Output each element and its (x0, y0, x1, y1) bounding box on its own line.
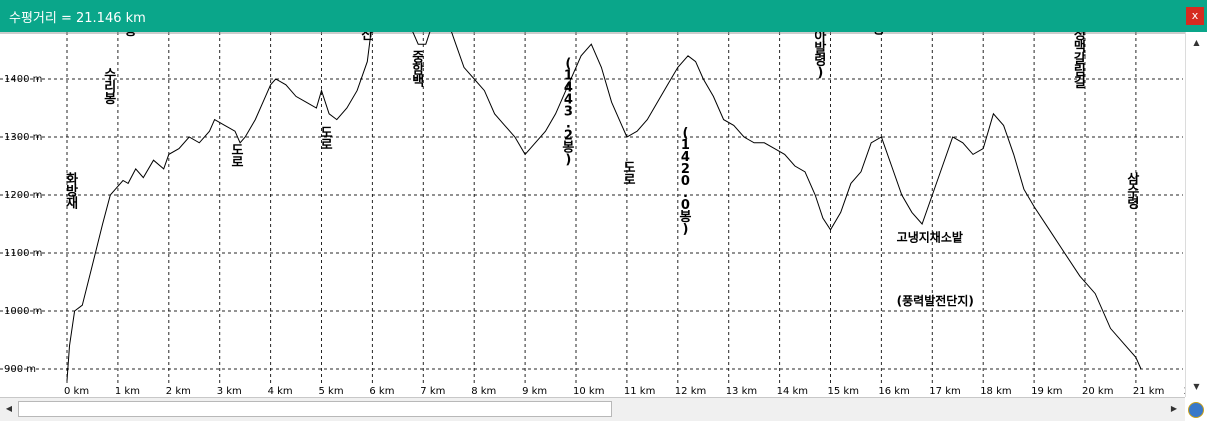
x-tick-label: 10 km (573, 386, 604, 397)
peak-label: 함백산 (361, 32, 373, 43)
y-tick-label: 1100 m (4, 248, 42, 259)
x-tick-label: 4 km (268, 386, 293, 397)
scroll-left-arrow-icon[interactable]: ◀ (5, 404, 13, 413)
x-tick-label: 5 km (319, 386, 344, 397)
peak-annotations: 화방재수리봉1215.7봉1304.6봉만항재(늦목재)도로창옥봉함백산기원단도… (66, 32, 1139, 237)
x-tick-label: 6 km (369, 386, 394, 397)
globe-icon[interactable] (1188, 402, 1204, 418)
x-tick-label: 2 km (166, 386, 191, 397)
peak-label: 비단봉 (873, 32, 885, 37)
profile-series (66, 32, 1142, 381)
x-tick-label: 0 km (64, 386, 89, 397)
peak-label: (1 4 4 3. 2 봉) (562, 56, 574, 167)
side-note: 고냉지채소밭 (897, 229, 963, 244)
scroll-right-arrow-icon[interactable]: ▶ (1170, 404, 1178, 413)
y-tick-label: 1400 m (4, 74, 42, 85)
x-tick-label: 20 km (1082, 386, 1113, 397)
x-tick-label: 11 km (624, 386, 655, 397)
x-tick-label: 9 km (522, 386, 547, 397)
x-tick-label: 12 km (675, 386, 706, 397)
x-tick-label: 18 km (980, 386, 1011, 397)
x-tick-label: 14 km (777, 386, 808, 397)
y-tick-label: 1300 m (4, 132, 42, 143)
profile-line (66, 32, 1142, 381)
scroll-down-arrow-icon[interactable]: ▼ (1193, 382, 1200, 391)
title-bar[interactable]: 수평거리 = 21.146 km x (0, 0, 1207, 32)
peak-label: 낙동정맥갈림길 (1074, 32, 1086, 91)
x-tick-label: 17 km (929, 386, 960, 397)
y-tick-label: 900 m (4, 364, 36, 375)
close-button[interactable]: x (1186, 7, 1204, 25)
x-tick-label: 15 km (828, 386, 859, 397)
x-tick-label: 22 (1184, 386, 1185, 397)
scroll-thumb[interactable] (18, 401, 612, 417)
x-tick-label: 21 km (1133, 386, 1164, 397)
x-tick-label: 1 km (115, 386, 140, 397)
peak-label: (1 4 2 0. 0 봉) (679, 126, 691, 237)
peak-label: 창죽령(수아발령) (814, 32, 826, 80)
peak-label: 1256.0봉 (786, 32, 798, 33)
x-tick-label: 7 km (420, 386, 445, 397)
vertical-scrollbar[interactable]: ▲ ▼ (1185, 32, 1207, 397)
grid (0, 32, 1185, 384)
x-tick-label: 3 km (217, 386, 242, 397)
window-title: 수평거리 = 21.146 km (9, 11, 146, 26)
x-tick-label: 19 km (1031, 386, 1062, 397)
side-note: (풍력발전단지) (897, 293, 974, 308)
y-tick-label: 1000 m (4, 306, 42, 317)
x-tick-label: 13 km (726, 386, 757, 397)
scroll-up-arrow-icon[interactable]: ▲ (1193, 38, 1200, 47)
peak-label: 1215.7봉 (125, 32, 137, 39)
y-tick-label: 1200 m (4, 190, 42, 201)
horizontal-scrollbar[interactable]: ◀ ▶ (0, 397, 1185, 421)
side-notes: 고냉지채소밭 (풍력발전단지) (897, 229, 974, 308)
x-tick-label: 16 km (878, 386, 909, 397)
x-tick-label: 8 km (471, 386, 496, 397)
x-axis-ticks: 0 km 1 km 2 km 3 km 4 km 5 km 6 km 7 km 8 km 9 km… (64, 386, 1185, 397)
